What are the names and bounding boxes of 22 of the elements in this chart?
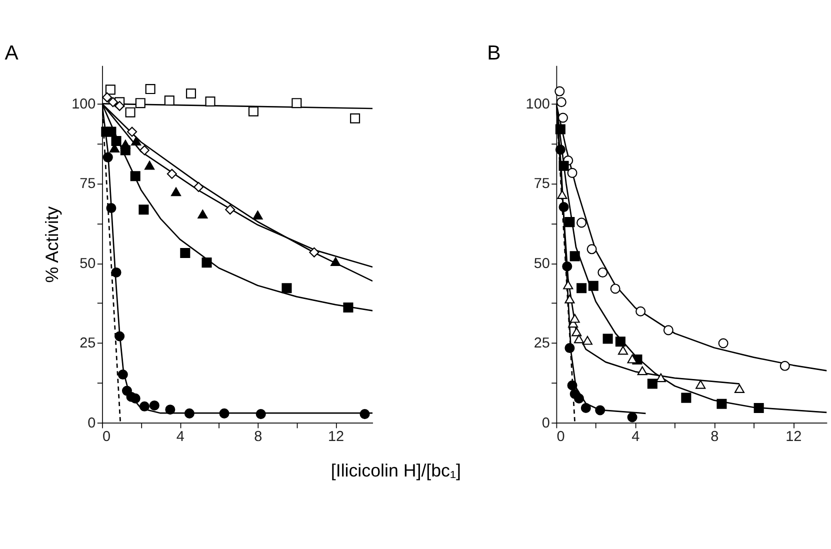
y-tick-label: 0	[88, 415, 96, 432]
y-tick-label: 75	[80, 176, 96, 192]
x-tick-label: 4	[632, 428, 640, 445]
x-tick-label: 8	[710, 428, 719, 445]
x-tick-label: 0	[102, 428, 111, 445]
y-tick-label: 50	[534, 256, 550, 272]
x-tick-label: 0	[556, 428, 565, 445]
x-tick-label: 12	[786, 428, 802, 445]
y-tick-label: 75	[534, 176, 550, 192]
y-tick-label: 25	[80, 336, 96, 352]
y-tick-label: 25	[534, 336, 550, 352]
y-tick-label: 50	[80, 256, 96, 272]
y-tick-label: 0	[542, 415, 550, 432]
chart-title: B	[487, 42, 501, 64]
x-axis-title: [Ilicicolin H]/[bc₁]	[330, 460, 461, 481]
y-tick-label: 100	[72, 96, 96, 112]
chart-title: A	[4, 42, 19, 64]
y-tick-label: 100	[526, 96, 550, 112]
x-tick-label: 12	[328, 428, 344, 445]
x-tick-label: 8	[254, 428, 262, 445]
y-axis-title: % Activity	[42, 206, 62, 283]
x-tick-label: 4	[176, 428, 184, 445]
